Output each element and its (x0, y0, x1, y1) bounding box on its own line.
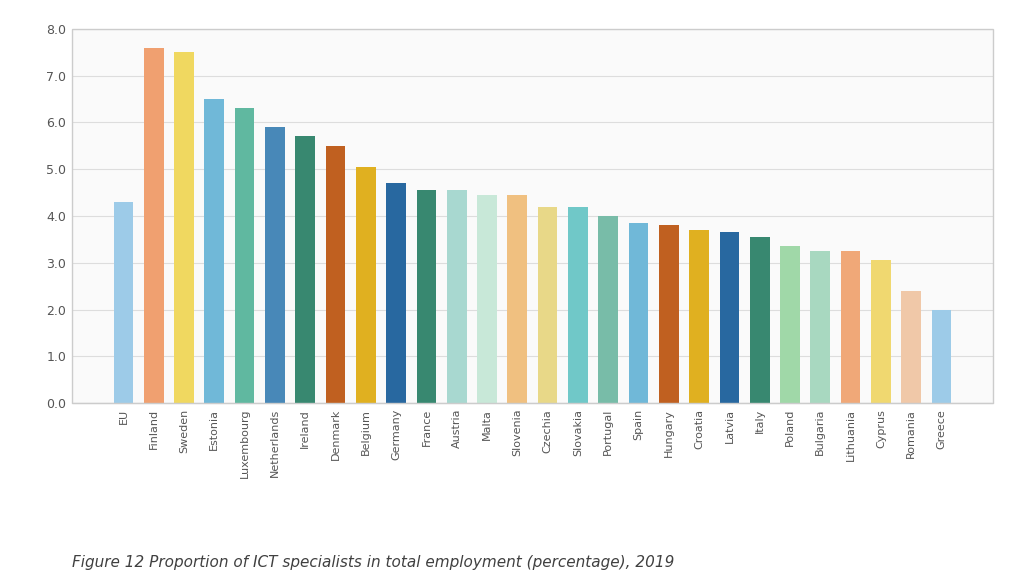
Bar (265, 127, 285, 403)
Bar (750, 237, 770, 403)
Bar (568, 207, 588, 403)
Bar (205, 99, 224, 403)
Bar (477, 195, 497, 403)
Bar (689, 230, 709, 403)
Bar (326, 146, 345, 403)
Bar (780, 247, 800, 403)
Bar (114, 202, 133, 403)
Bar (174, 52, 194, 403)
Bar (356, 167, 376, 403)
Bar (508, 195, 527, 403)
Bar (417, 190, 436, 403)
Bar (446, 190, 467, 403)
Bar (841, 251, 860, 403)
Bar (386, 183, 406, 403)
Bar (810, 251, 830, 403)
Bar (720, 232, 739, 403)
Bar (295, 137, 315, 403)
Bar (234, 108, 255, 403)
Bar (901, 291, 922, 403)
Bar (143, 48, 164, 403)
Bar (932, 310, 951, 403)
Bar (538, 207, 557, 403)
Text: Figure 12 Proportion of ICT specialists in total employment (percentage), 2019: Figure 12 Proportion of ICT specialists … (72, 555, 674, 570)
Bar (871, 260, 891, 403)
Bar (598, 216, 618, 403)
Bar (629, 223, 648, 403)
Bar (659, 225, 679, 403)
